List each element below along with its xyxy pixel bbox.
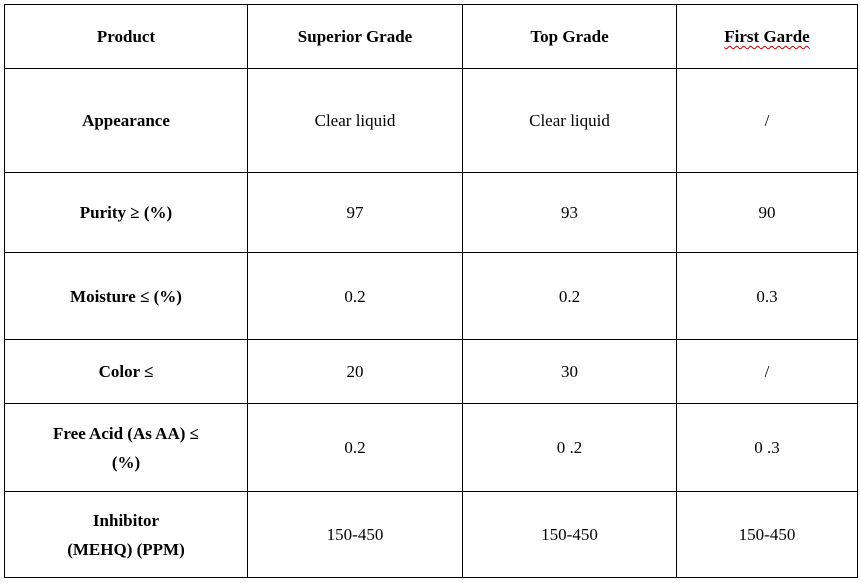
table-row-color: Color ≤ 20 30 / xyxy=(4,339,858,404)
row-label: Free Acid (As AA) ≤ (%) xyxy=(4,403,248,492)
table-row-free-acid: Free Acid (As AA) ≤ (%) 0.2 0 .2 0 .3 xyxy=(4,403,858,492)
table-cell: 90 xyxy=(676,172,858,253)
table-cell: 150-450 xyxy=(462,491,677,578)
table-row-appearance: Appearance Clear liquid Clear liquid / xyxy=(4,68,858,173)
spellcheck-flagged-text: First Garde xyxy=(724,27,810,46)
table-cell: 150-450 xyxy=(676,491,858,578)
table-cell: 0 .2 xyxy=(462,403,677,492)
table-cell: / xyxy=(676,339,858,404)
table-row-inhibitor: Inhibitor (MEHQ) (PPM) 150-450 150-450 1… xyxy=(4,491,858,578)
table-cell: 0.2 xyxy=(462,252,677,340)
table-cell: 93 xyxy=(462,172,677,253)
row-label: Moisture ≤ (%) xyxy=(4,252,248,340)
specification-table: Product Superior Grade Top Grade First G… xyxy=(4,4,858,578)
table-cell: 30 xyxy=(462,339,677,404)
table-cell: / xyxy=(676,68,858,173)
row-label: Color ≤ xyxy=(4,339,248,404)
header-superior-grade: Superior Grade xyxy=(247,4,463,69)
row-label: Appearance xyxy=(4,68,248,173)
row-label: Purity ≥ (%) xyxy=(4,172,248,253)
header-first-grade: First Garde xyxy=(676,4,858,69)
row-label: Inhibitor (MEHQ) (PPM) xyxy=(4,491,248,578)
header-row: Product Superior Grade Top Grade First G… xyxy=(4,4,858,69)
header-product: Product xyxy=(4,4,248,69)
table-row-purity: Purity ≥ (%) 97 93 90 xyxy=(4,172,858,253)
table-cell: 0.3 xyxy=(676,252,858,340)
table-cell: 20 xyxy=(247,339,463,404)
table-cell: 0.2 xyxy=(247,252,463,340)
table-cell: 0 .3 xyxy=(676,403,858,492)
header-top-grade: Top Grade xyxy=(462,4,677,69)
table-cell: 97 xyxy=(247,172,463,253)
table-cell: Clear liquid xyxy=(247,68,463,173)
table-cell: 150-450 xyxy=(247,491,463,578)
table-row-moisture: Moisture ≤ (%) 0.2 0.2 0.3 xyxy=(4,252,858,340)
table-cell: 0.2 xyxy=(247,403,463,492)
table-cell: Clear liquid xyxy=(462,68,677,173)
